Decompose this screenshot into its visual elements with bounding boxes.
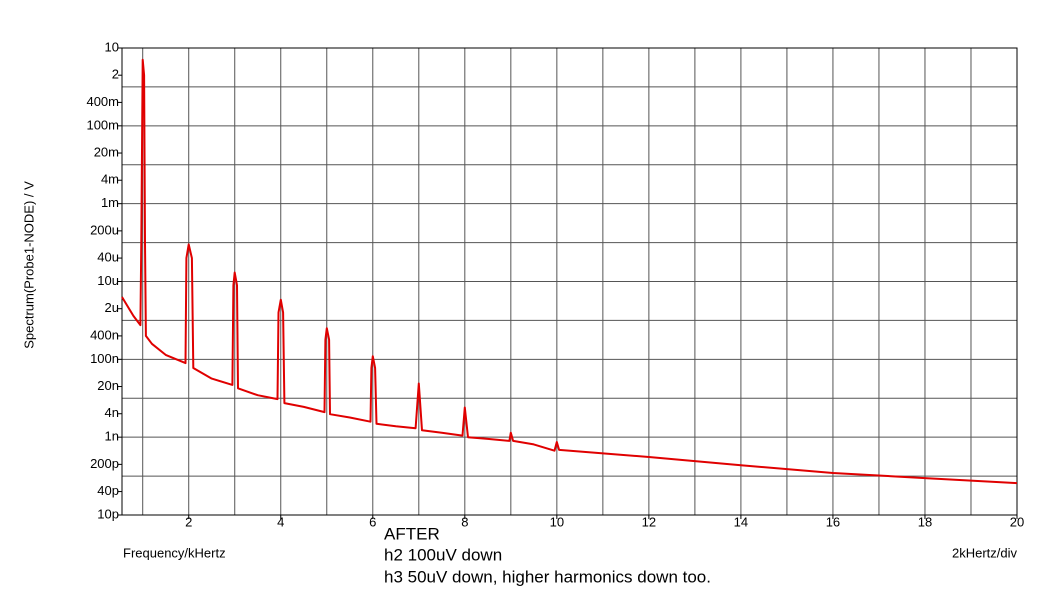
annotation: AFTER (384, 524, 440, 543)
y-tick-label: 10p (97, 506, 119, 521)
x-tick-label: 4 (277, 514, 284, 529)
x-tick-label: 20 (1010, 514, 1024, 529)
x-tick-label: 12 (642, 514, 656, 529)
y-tick-label: 1n (105, 429, 119, 444)
x-scale-note: 2kHertz/div (952, 545, 1018, 560)
y-tick-label: 200u (90, 222, 119, 237)
x-axis-label: Frequency/kHertz (123, 545, 226, 560)
y-tick-label: 2 (112, 67, 119, 82)
y-tick-label: 40u (97, 250, 119, 265)
y-tick-label: 4m (101, 172, 119, 187)
x-tick-label: 6 (369, 514, 376, 529)
y-tick-label: 2u (105, 300, 119, 315)
x-tick-label: 16 (826, 514, 840, 529)
y-tick-label: 4n (105, 405, 119, 420)
x-tick-label: 8 (461, 514, 468, 529)
x-tick-label: 14 (734, 514, 748, 529)
y-tick-label: 400n (90, 327, 119, 342)
y-tick-label: 200p (90, 456, 119, 471)
y-tick-label: 400m (86, 94, 119, 109)
y-tick-label: 100m (86, 117, 119, 132)
y-tick-label: 20m (94, 144, 119, 159)
y-tick-label: 10 (105, 39, 119, 54)
y-tick-label: 1m (101, 195, 119, 210)
annotation: h3 50uV down, higher harmonics down too. (384, 567, 711, 586)
x-tick-label: 10 (550, 514, 564, 529)
annotation: h2 100uV down (384, 545, 502, 564)
y-tick-label: 20n (97, 378, 119, 393)
x-tick-label: 2 (185, 514, 192, 529)
spectrum-line (121, 58, 1018, 485)
y-tick-label: 100n (90, 351, 119, 366)
x-tick-label: 18 (918, 514, 932, 529)
y-axis-label: Spectrum(Probe1-NODE) / V (21, 181, 36, 349)
y-tick-label: 10u (97, 273, 119, 288)
y-tick-label: 40p (97, 483, 119, 498)
